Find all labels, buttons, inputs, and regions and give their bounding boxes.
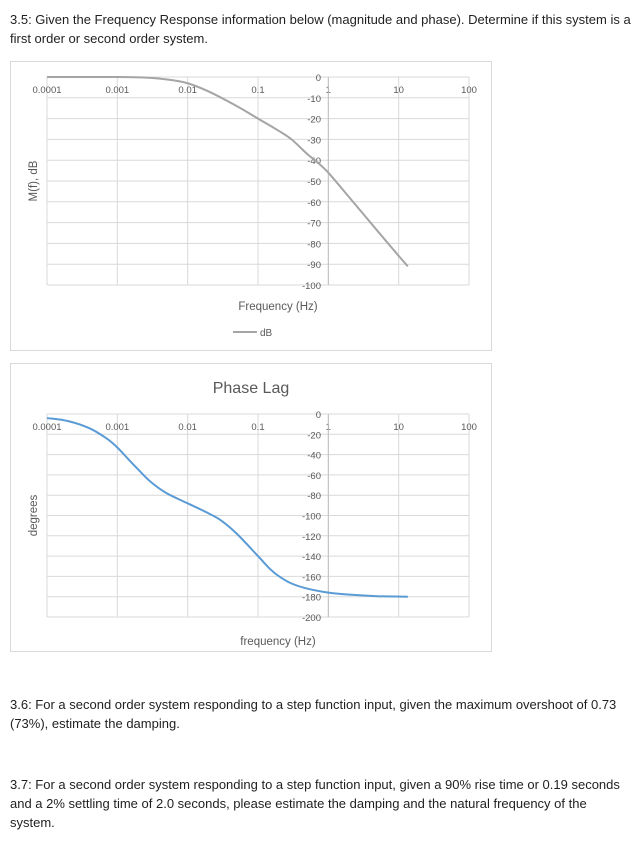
y-tick-label: -80 [307, 491, 321, 502]
x-tick-label: 0.0001 [32, 422, 61, 433]
y-tick-label: -30 [307, 135, 321, 146]
y-tick-label: -60 [307, 198, 321, 209]
question-3-5: 3.5: Given the Frequency Response inform… [10, 12, 631, 46]
y-tick-label: -120 [302, 532, 321, 543]
question-3-6: 3.6: For a second order system respondin… [10, 697, 617, 731]
phase-chart-svg: Phase Lag 0 -20 -40 -60 -80 -100 -120 -140 -160 -1… [28, 380, 477, 648]
x-tick-label: 0.1 [251, 422, 264, 433]
series-line [46, 75, 409, 267]
magnitude-chart-svg: 0 -10 -20 -30 -40 -50 -60 -70 -80 -90 -100 0.0001 0.… [28, 73, 477, 339]
y-tick-label: -80 [307, 239, 321, 250]
y-tick-label: 0 [316, 410, 321, 421]
y-tick-label: -180 [302, 593, 321, 604]
y-tick-label: -70 [307, 219, 321, 230]
series-line [46, 417, 408, 598]
magnitude-chart: 0 -10 -20 -30 -40 -50 -60 -70 -80 -90 -100 0.0001 0.… [10, 61, 492, 351]
chart-title: Phase Lag [213, 380, 290, 397]
y-axis-title: M(f), dB [28, 160, 40, 201]
question-3-7: 3.7: For a second order system respondin… [10, 777, 620, 830]
x-tick-label: 0.01 [178, 422, 197, 433]
y-tick-label: -140 [302, 552, 321, 563]
y-tick-label: -40 [307, 156, 321, 167]
phase-chart: Phase Lag 0 -20 -40 -60 -80 -100 -120 -140 -160 -1… [10, 363, 492, 652]
x-tick-label: 100 [461, 422, 477, 433]
y-tick-label: -100 [302, 281, 321, 292]
x-axis-title: frequency (Hz) [240, 636, 316, 648]
y-tick-label: -20 [307, 430, 321, 441]
x-tick-label: 100 [461, 85, 477, 96]
y-tick-label: -50 [307, 177, 321, 188]
y-tick-label: -10 [307, 94, 321, 105]
x-axis-title: Frequency (Hz) [238, 301, 317, 313]
y-tick-label: -40 [307, 451, 321, 462]
legend-label: dB [260, 328, 273, 339]
x-tick-label: 0.001 [105, 85, 129, 96]
x-tick-label: 0.01 [178, 85, 197, 96]
y-tick-label: -20 [307, 115, 321, 126]
y-tick-label: 0 [316, 73, 321, 84]
x-tick-label: 10 [393, 422, 404, 433]
x-tick-label: 0.1 [251, 85, 264, 96]
y-tick-label: -60 [307, 471, 321, 482]
y-tick-label: -160 [302, 572, 321, 583]
y-tick-label: -200 [302, 613, 321, 624]
y-tick-label: -100 [302, 512, 321, 523]
x-tick-label: 10 [393, 85, 404, 96]
x-tick-label: 0.001 [105, 422, 129, 433]
y-axis-title: degrees [28, 494, 40, 536]
y-tick-label: -90 [307, 260, 321, 271]
x-tick-label: 0.0001 [32, 85, 61, 96]
